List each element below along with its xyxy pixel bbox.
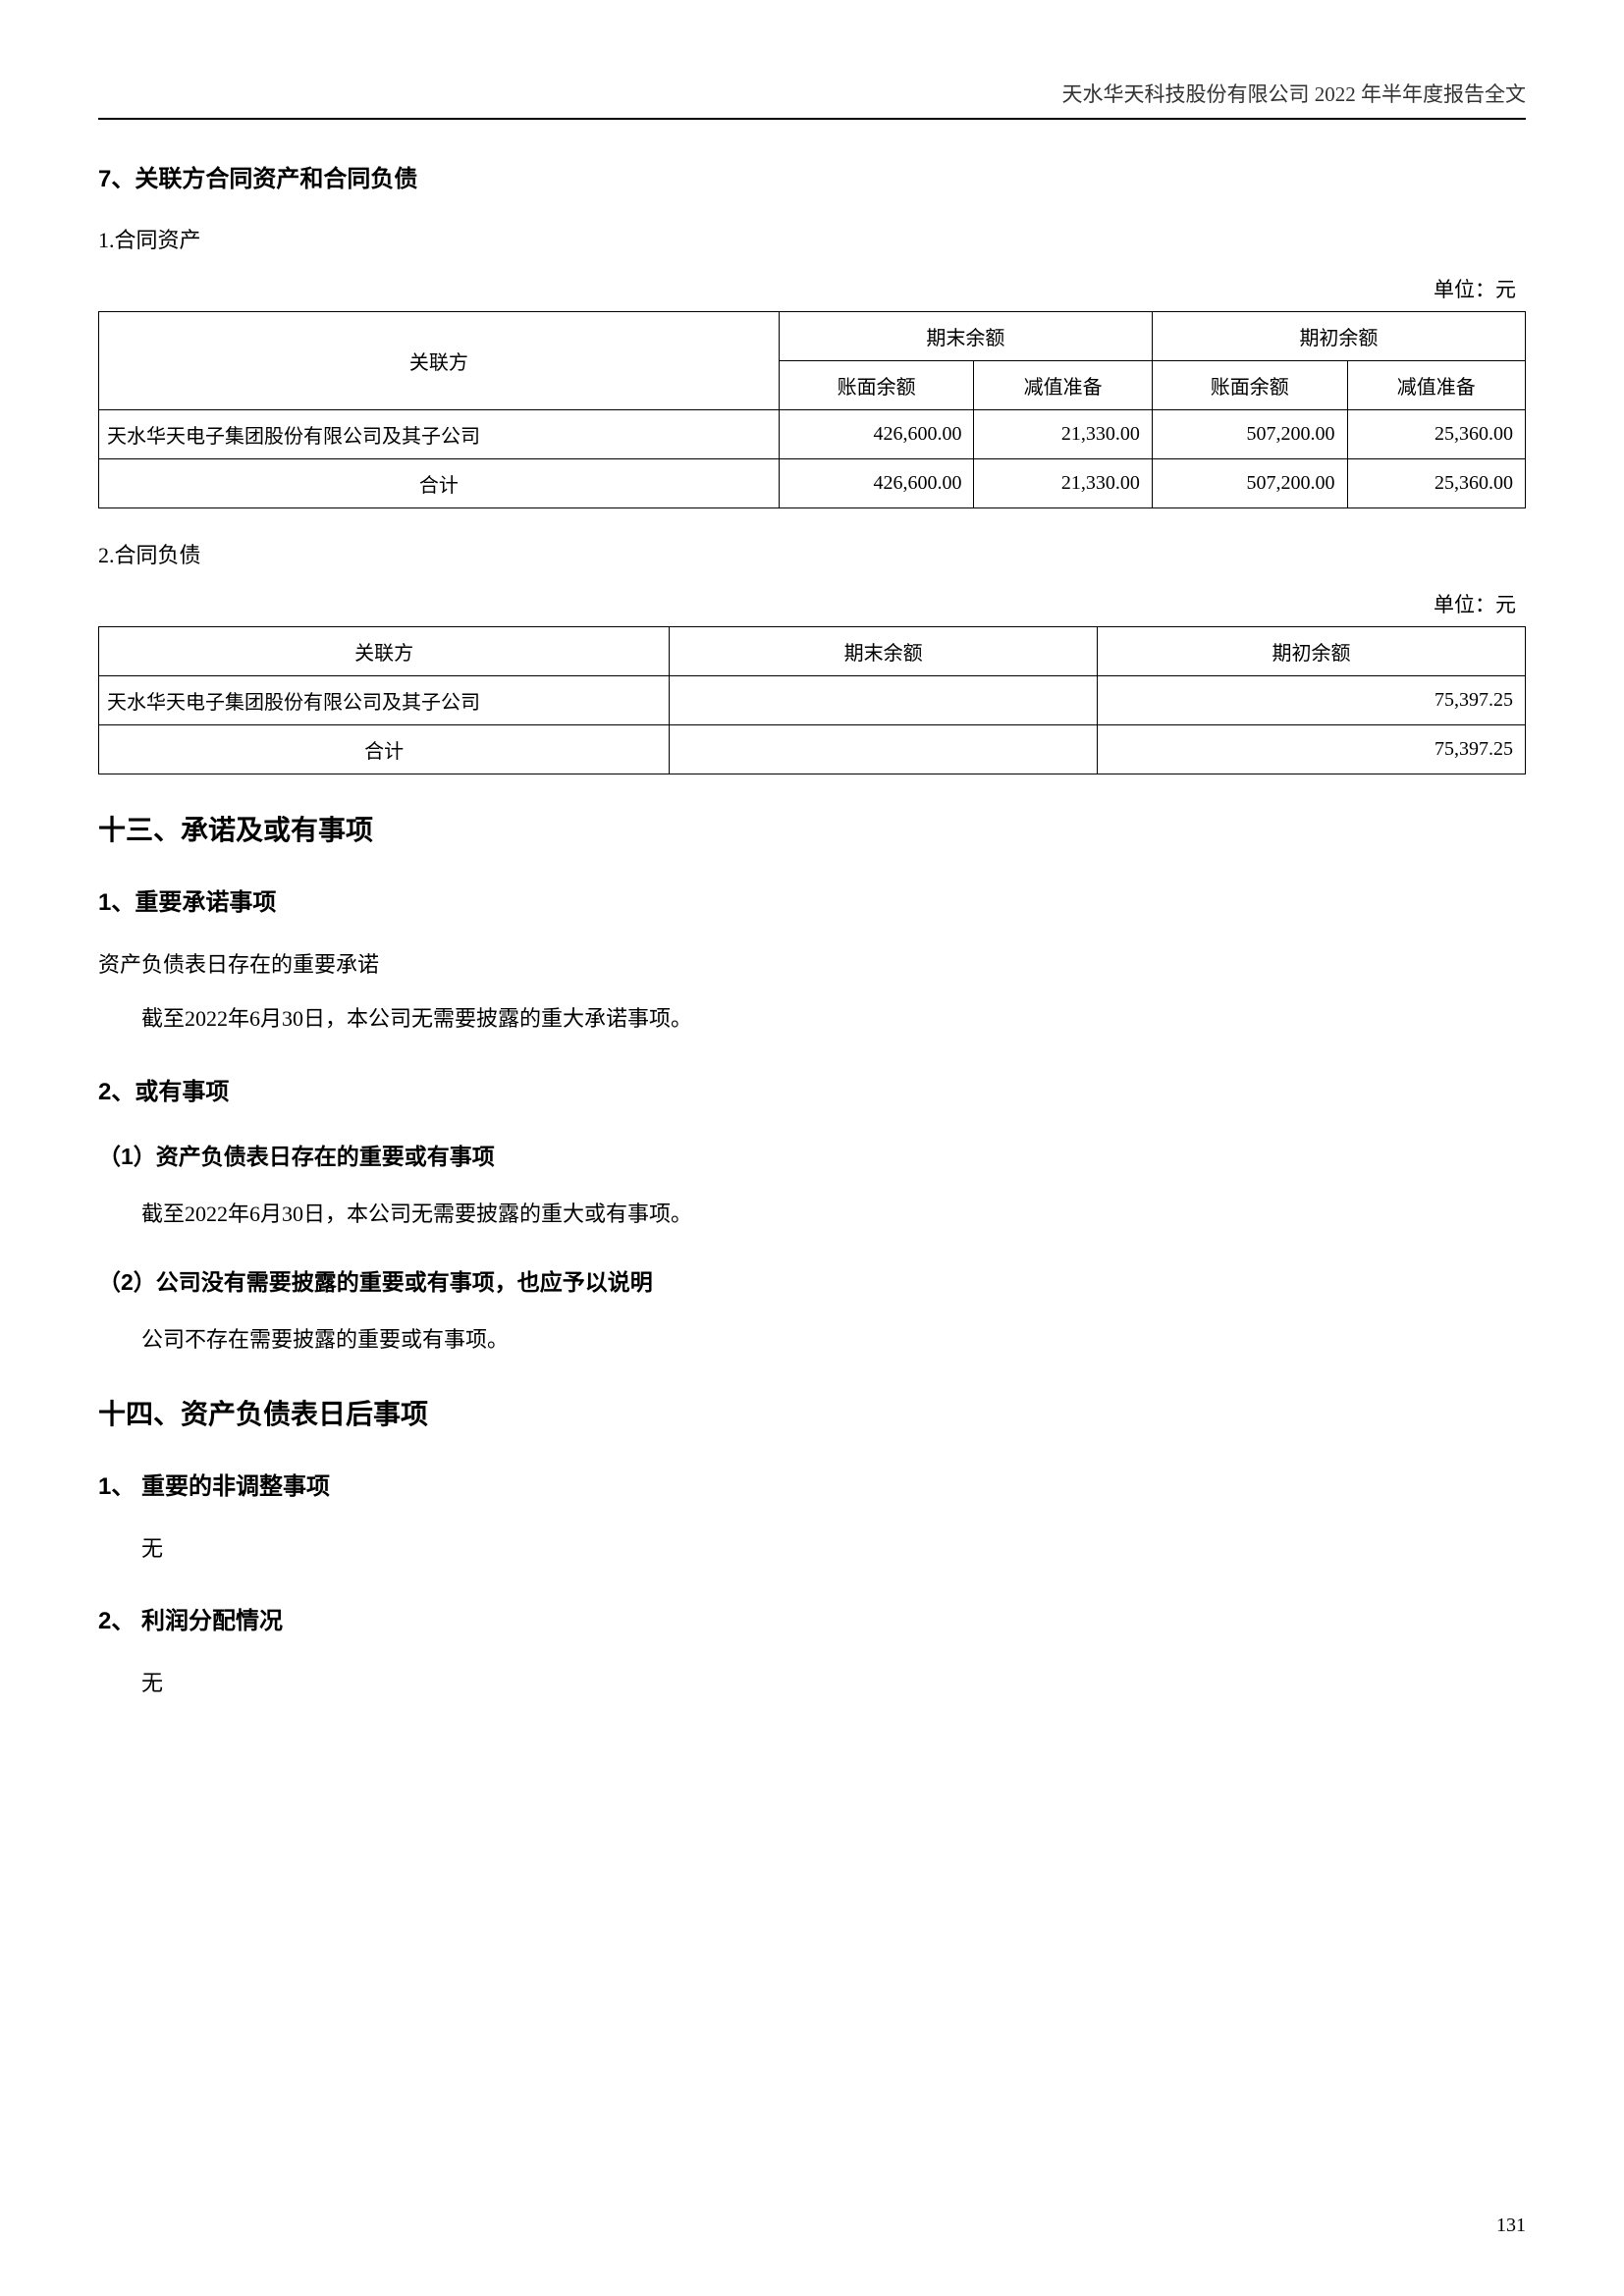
page-header: 天水华天科技股份有限公司 2022 年半年度报告全文	[98, 79, 1526, 120]
cell-value: 426,600.00	[779, 459, 974, 508]
cell-value: 507,200.00	[1152, 459, 1347, 508]
table-row-total: 合计 426,600.00 21,330.00 507,200.00 25,36…	[99, 459, 1526, 508]
table-row: 天水华天电子集团股份有限公司及其子公司 75,397.25	[99, 676, 1526, 725]
section-13-2-1-title: （1）资产负债表日存在的重要或有事项	[98, 1138, 1526, 1171]
section-13-2-title: 2、或有事项	[98, 1072, 1526, 1106]
section-14-2-title: 2、 利润分配情况	[98, 1601, 1526, 1635]
col-begin-balance: 期初余额	[1152, 312, 1525, 361]
col-end-balance: 期末余额	[779, 312, 1152, 361]
para-contingent-1: 截至2022年6月30日，本公司无需要披露的重大或有事项。	[98, 1196, 1526, 1232]
subsection-2-label: 2.合同负债	[98, 538, 1526, 569]
para-commitments-2: 截至2022年6月30日，本公司无需要披露的重大承诺事项。	[98, 1000, 1526, 1037]
cell-value: 75,397.25	[1098, 676, 1526, 725]
unit-label-1: 单位：元	[98, 274, 1526, 303]
table-row: 天水华天电子集团股份有限公司及其子公司 426,600.00 21,330.00…	[99, 410, 1526, 459]
cell-party: 合计	[99, 725, 670, 774]
section-7-title: 7、关联方合同资产和合同负债	[98, 159, 1526, 193]
para-contingent-2: 公司不存在需要披露的重要或有事项。	[98, 1321, 1526, 1358]
subcol-begin-book: 账面余额	[1152, 361, 1347, 410]
subcol-end-impair: 减值准备	[974, 361, 1152, 410]
cell-party: 合计	[99, 459, 780, 508]
cell-value: 25,360.00	[1347, 410, 1525, 459]
col-end: 期末余额	[670, 627, 1098, 676]
col-begin: 期初余额	[1098, 627, 1526, 676]
para-nonadj: 无	[98, 1530, 1526, 1567]
col-party: 关联方	[99, 312, 780, 410]
col-party: 关联方	[99, 627, 670, 676]
cell-party: 天水华天电子集团股份有限公司及其子公司	[99, 410, 780, 459]
section-13-2-2-title: （2）公司没有需要披露的重要或有事项，也应予以说明	[98, 1263, 1526, 1297]
cell-value: 75,397.25	[1098, 725, 1526, 774]
table-row-total: 合计 75,397.25	[99, 725, 1526, 774]
subcol-begin-impair: 减值准备	[1347, 361, 1525, 410]
unit-label-2: 单位：元	[98, 589, 1526, 618]
cell-party: 天水华天电子集团股份有限公司及其子公司	[99, 676, 670, 725]
section-14-1-title: 1、 重要的非调整事项	[98, 1467, 1526, 1501]
contract-assets-table: 关联方 期末余额 期初余额 账面余额 减值准备 账面余额 减值准备 天水华天电子…	[98, 311, 1526, 508]
cell-value: 21,330.00	[974, 459, 1152, 508]
subcol-end-book: 账面余额	[779, 361, 974, 410]
section-14-title: 十四、资产负债表日后事项	[98, 1393, 1526, 1432]
cell-value: 507,200.00	[1152, 410, 1347, 459]
cell-value	[670, 676, 1098, 725]
para-profit-dist: 无	[98, 1665, 1526, 1701]
section-13-1-title: 1、重要承诺事项	[98, 882, 1526, 917]
page-number: 131	[1496, 2215, 1526, 2237]
cell-value: 426,600.00	[779, 410, 974, 459]
cell-value: 21,330.00	[974, 410, 1152, 459]
para-commitments-1: 资产负债表日存在的重要承诺	[98, 946, 1526, 983]
contract-liabilities-table: 关联方 期末余额 期初余额 天水华天电子集团股份有限公司及其子公司 75,397…	[98, 626, 1526, 774]
cell-value	[670, 725, 1098, 774]
cell-value: 25,360.00	[1347, 459, 1525, 508]
subsection-1-label: 1.合同资产	[98, 223, 1526, 254]
section-13-title: 十三、承诺及或有事项	[98, 809, 1526, 848]
